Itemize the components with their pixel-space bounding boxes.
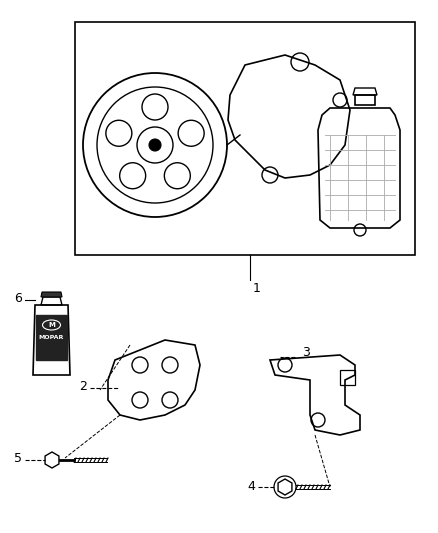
Circle shape (149, 139, 161, 151)
Text: 4: 4 (247, 480, 255, 492)
Text: 5: 5 (14, 453, 22, 465)
Text: M: M (48, 322, 55, 328)
Text: 1: 1 (253, 282, 261, 295)
Text: MOPAR: MOPAR (39, 335, 64, 340)
Polygon shape (36, 315, 67, 360)
Text: 6: 6 (14, 293, 22, 305)
Text: 3: 3 (302, 345, 310, 359)
Text: 2: 2 (79, 381, 87, 393)
Polygon shape (41, 292, 62, 297)
